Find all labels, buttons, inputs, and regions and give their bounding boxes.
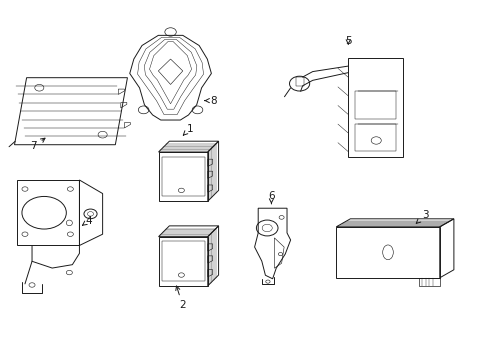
Text: 4: 4: [82, 216, 92, 226]
Text: 7: 7: [30, 138, 45, 152]
Text: 1: 1: [183, 124, 193, 135]
Text: 6: 6: [268, 191, 275, 204]
Text: 8: 8: [205, 96, 217, 105]
Text: 2: 2: [176, 286, 186, 310]
Text: 5: 5: [345, 36, 351, 46]
Text: 3: 3: [416, 210, 428, 223]
